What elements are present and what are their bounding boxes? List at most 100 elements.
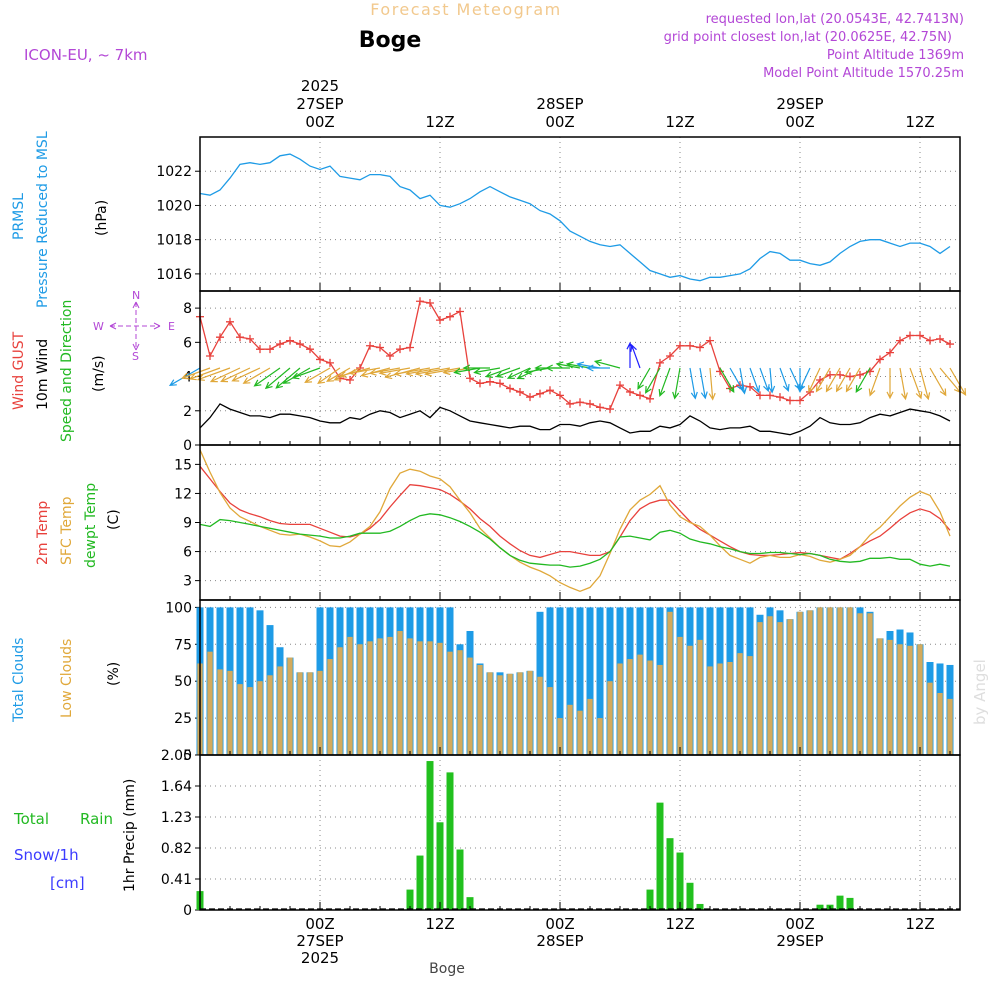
- compass-w: W: [93, 320, 104, 333]
- low-cloud-bar: [237, 684, 243, 755]
- wind-labels: Wind GUST 10m Wind Speed and Direction (…: [11, 289, 175, 442]
- bottom-time-label: 27SEP: [296, 932, 343, 950]
- rain-bar: [436, 822, 444, 910]
- low-cloud-bar: [917, 644, 923, 755]
- series-10m-wind: [199, 403, 951, 436]
- wind-arrow: [845, 367, 861, 393]
- wind-panel: 0 2 4 6 8: [168, 290, 967, 454]
- low-cloud-bar: [857, 613, 863, 755]
- gust-point: [416, 297, 424, 306]
- low-cloud-bar: [897, 644, 903, 755]
- low-cloud-bar: [677, 636, 683, 755]
- requested-coords: requested lon,lat (20.0543E, 42.7413N): [706, 12, 964, 27]
- low-cloud-bar: [537, 676, 543, 755]
- wind-arrow: [815, 367, 831, 393]
- low-cloud-bar: [367, 641, 373, 755]
- gust-point: [456, 307, 464, 316]
- gust-point: [326, 358, 334, 367]
- bottom-time-label: 12Z: [665, 915, 694, 933]
- precip-label-snow: Snow/1h: [14, 846, 79, 864]
- rain-bar: [416, 855, 424, 910]
- wind-arrow: [768, 367, 776, 394]
- wind-arrow: [424, 367, 461, 377]
- low-cloud-bar: [807, 610, 813, 755]
- wind-arrow: [317, 367, 341, 384]
- gust-point: [566, 399, 574, 408]
- wind-arrow: [835, 367, 851, 393]
- rain-bar: [406, 889, 414, 910]
- rain-bar: [696, 903, 704, 910]
- wind-arrow: [699, 367, 708, 400]
- rain-bar: [686, 882, 694, 910]
- temp-panel: 3 6 9 12 15: [174, 444, 961, 601]
- wind-arrow: [545, 364, 570, 372]
- wind-arrow: [181, 367, 211, 380]
- bottom-time-label: 12Z: [425, 915, 454, 933]
- clouds-labels: Total Clouds Low Clouds (%): [11, 638, 122, 723]
- top-time-label: 2025: [301, 77, 339, 95]
- gust-point: [756, 391, 764, 400]
- low-cloud-bar: [387, 636, 393, 755]
- low-cloud-bar: [267, 675, 273, 755]
- bottom-time-label: 2025: [301, 949, 339, 967]
- low-cloud-bar: [777, 622, 783, 755]
- clouds-unit: (%): [106, 662, 122, 686]
- clouds-panel: 0 25 50 75 100: [165, 599, 961, 764]
- low-cloud-bar: [347, 636, 353, 755]
- wind-arrow: [495, 367, 521, 378]
- precip-ytick-label: 1.64: [161, 779, 192, 795]
- gust-point: [446, 312, 454, 321]
- gust-point: [296, 340, 304, 349]
- top-time-label: 00Z: [785, 113, 814, 131]
- low-cloud-bar: [467, 657, 473, 755]
- model-label: ICON-EU, ~ 7km: [24, 46, 148, 64]
- wind-label-2: 10m Wind: [35, 339, 51, 410]
- precip-ytick-label: 0.41: [161, 872, 192, 888]
- low-cloud-bar: [597, 718, 603, 755]
- wind-arrow: [462, 364, 490, 372]
- wind-label-3: Speed and Direction: [59, 300, 75, 442]
- series-2m-temp: [199, 465, 951, 560]
- low-cloud-bar: [927, 682, 933, 755]
- total-cloud-bar: [576, 607, 584, 755]
- top-time-label: 12Z: [905, 113, 934, 131]
- wind-ytick-label: 6: [183, 335, 192, 351]
- low-cloud-bar: [417, 641, 423, 755]
- gust-point: [846, 372, 854, 381]
- gust-point: [646, 394, 654, 403]
- low-cloud-bar: [717, 663, 723, 755]
- low-cloud-bar: [337, 647, 343, 755]
- low-cloud-bar: [257, 681, 263, 755]
- low-cloud-bar: [867, 613, 873, 755]
- total-cloud-bar: [586, 607, 594, 755]
- wind-arrow: [949, 367, 967, 396]
- low-cloud-bar: [487, 672, 493, 755]
- precip-ytick-label: 0: [183, 903, 192, 919]
- gust-point: [256, 345, 264, 354]
- gust-point: [746, 382, 754, 391]
- gust-point: [596, 403, 604, 412]
- gust-point: [286, 336, 294, 345]
- low-cloud-bar: [407, 638, 413, 755]
- gust-point: [526, 393, 534, 402]
- gust-point: [896, 336, 904, 345]
- chart-title: Forecast Meteogram: [370, 0, 561, 19]
- clouds-ytick-label: 75: [174, 637, 192, 653]
- wind-arrow: [231, 367, 261, 382]
- gust-point: [626, 387, 634, 396]
- wind-arrow: [899, 367, 908, 401]
- gust-point: [586, 399, 594, 408]
- wind-arrow: [593, 359, 621, 369]
- low-cloud-bar: [697, 639, 703, 755]
- wind-ytick-label: 2: [183, 404, 192, 420]
- wind-ytick-label: 0: [183, 438, 192, 454]
- pressure-ytick-label: 1018: [156, 233, 192, 249]
- low-cloud-bar: [667, 611, 673, 755]
- gust-point: [536, 389, 544, 398]
- total-cloud-bar: [566, 607, 574, 755]
- series-wind-gust: [199, 300, 951, 410]
- low-cloud-bar: [747, 656, 753, 755]
- pressure-ytick-label: 1020: [156, 198, 192, 214]
- gust-point: [376, 343, 384, 352]
- clouds-ytick-label: 0: [183, 748, 192, 764]
